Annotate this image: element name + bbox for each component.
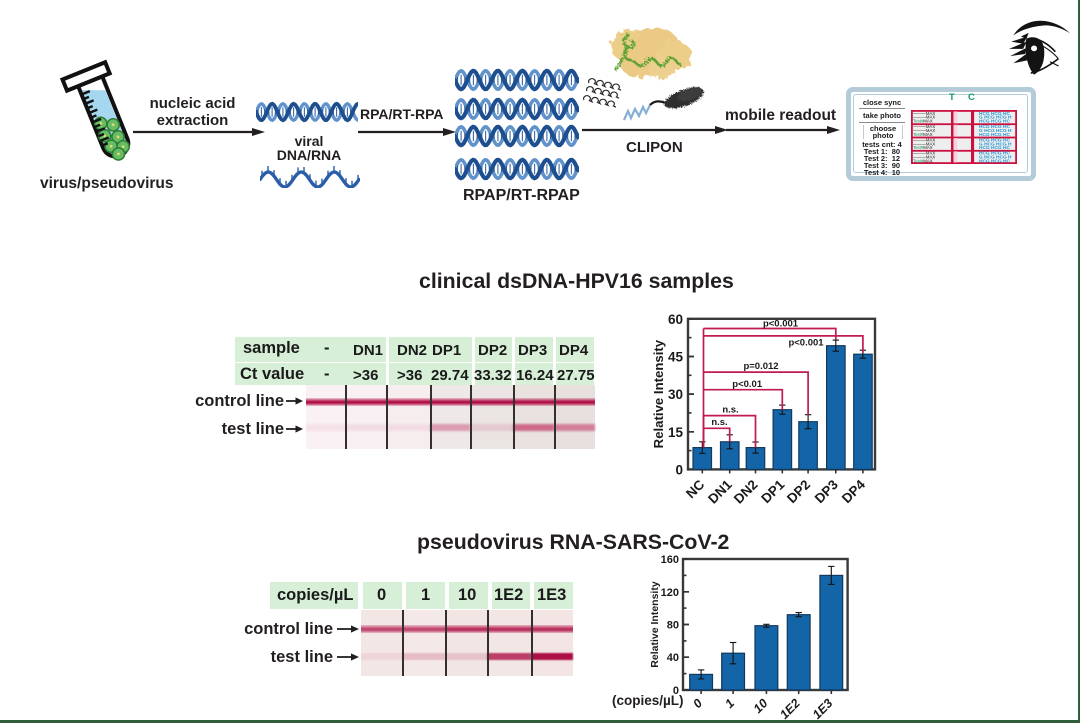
svg-text:0: 0 bbox=[673, 685, 679, 697]
svg-text:p<0.001: p<0.001 bbox=[763, 319, 799, 330]
svg-text:Test#MAX: Test#MAX bbox=[913, 159, 933, 164]
svg-text:n.s.: n.s. bbox=[722, 404, 738, 415]
svg-text:———MAX: ———MAX bbox=[913, 151, 935, 156]
svg-text:45: 45 bbox=[668, 350, 684, 365]
svg-text:Relative Intensity: Relative Intensity bbox=[649, 581, 661, 668]
svg-text:p<0.01: p<0.01 bbox=[732, 379, 763, 390]
svg-text:———MAX: ———MAX bbox=[913, 141, 935, 146]
svg-text:p<0.001: p<0.001 bbox=[788, 338, 824, 349]
svg-text:NC: NC bbox=[683, 477, 708, 502]
svg-text:HCG HCG HC: HCG HCG HC bbox=[979, 159, 1010, 165]
svg-text:DN1: DN1 bbox=[705, 477, 735, 507]
svg-text:HCG HCG HC: HCG HCG HC bbox=[979, 151, 1010, 157]
svg-text:1E3: 1E3 bbox=[810, 696, 836, 720]
svg-text:n.s.: n.s. bbox=[711, 417, 727, 428]
svg-text:G HCG HCG H: G HCG HCG H bbox=[979, 115, 1012, 121]
svg-text:Test#MAX: Test#MAX bbox=[913, 132, 933, 137]
svg-text:———MAX: ———MAX bbox=[913, 128, 935, 133]
svg-text:0: 0 bbox=[675, 462, 683, 477]
svg-text:15: 15 bbox=[668, 425, 684, 440]
svg-text:30: 30 bbox=[668, 387, 683, 402]
svg-text:HCG HCG HC: HCG HCG HC bbox=[979, 145, 1010, 151]
svg-text:G HCG HCG H: G HCG HCG H bbox=[979, 155, 1012, 161]
svg-text:HCG HCG HC: HCG HCG HC bbox=[979, 137, 1010, 143]
svg-text:p=0.012: p=0.012 bbox=[743, 361, 778, 372]
svg-text:10: 10 bbox=[751, 696, 771, 716]
svg-text:———MAX: ———MAX bbox=[913, 155, 935, 160]
svg-text:HCG HCG HC: HCG HCG HC bbox=[979, 111, 1010, 117]
svg-text:DP4: DP4 bbox=[839, 477, 869, 507]
svg-text:———MAX: ———MAX bbox=[913, 124, 935, 129]
svg-text:0: 0 bbox=[690, 696, 705, 711]
svg-text:HCG HCG HC: HCG HCG HC bbox=[979, 132, 1010, 138]
svg-text:120: 120 bbox=[661, 587, 679, 599]
svg-text:HCG HCG HC: HCG HCG HC bbox=[979, 124, 1010, 130]
svg-text:1: 1 bbox=[722, 696, 737, 711]
svg-text:Test#MAX: Test#MAX bbox=[913, 145, 933, 150]
svg-text:G HCG HCG H: G HCG HCG H bbox=[979, 128, 1012, 134]
svg-text:———MAX: ———MAX bbox=[913, 111, 935, 116]
svg-text:160: 160 bbox=[661, 554, 679, 566]
svg-text:Test#MAX: Test#MAX bbox=[913, 119, 933, 124]
svg-text:Relative Intensity: Relative Intensity bbox=[651, 339, 666, 448]
svg-text:HCG HCG HC: HCG HCG HC bbox=[979, 119, 1010, 125]
svg-text:DP3: DP3 bbox=[812, 477, 842, 507]
svg-text:———MAX: ———MAX bbox=[913, 115, 935, 120]
svg-text:DP2: DP2 bbox=[784, 477, 813, 506]
svg-text:———MAX: ———MAX bbox=[913, 137, 935, 142]
svg-text:60: 60 bbox=[668, 312, 683, 327]
svg-text:1E2: 1E2 bbox=[777, 696, 803, 720]
svg-text:80: 80 bbox=[667, 620, 679, 632]
svg-text:DN2: DN2 bbox=[731, 477, 761, 507]
svg-text:DP1: DP1 bbox=[758, 477, 788, 507]
svg-text:40: 40 bbox=[667, 652, 679, 664]
svg-text:G HCG HCG H: G HCG HCG H bbox=[979, 141, 1012, 147]
